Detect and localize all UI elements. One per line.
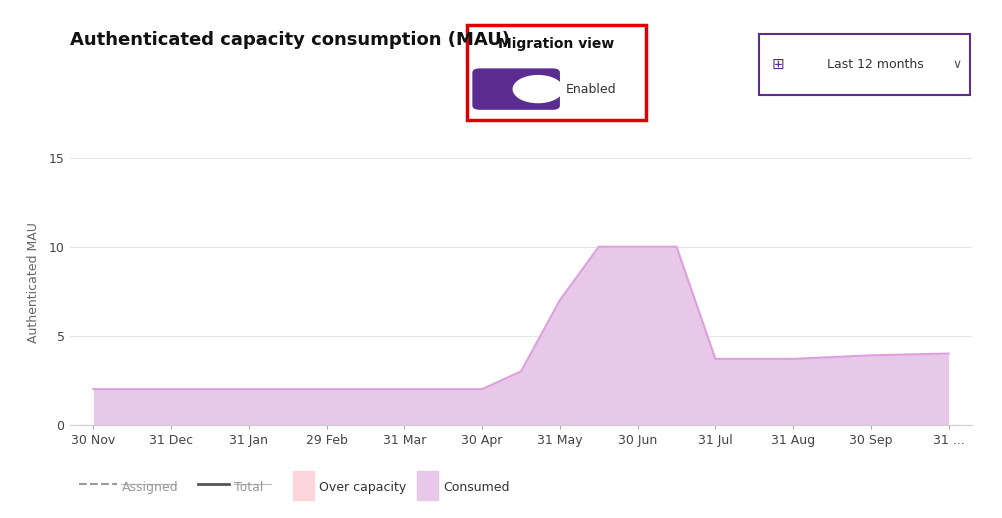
Text: Assigned: Assigned (121, 481, 178, 495)
Text: Migration view: Migration view (498, 36, 614, 51)
Text: Consumed: Consumed (443, 481, 510, 495)
Circle shape (513, 76, 563, 103)
FancyBboxPatch shape (467, 25, 645, 120)
Text: Authenticated capacity consumption (MAU): Authenticated capacity consumption (MAU) (70, 31, 510, 49)
FancyBboxPatch shape (472, 68, 560, 110)
Text: ⊞: ⊞ (772, 57, 785, 72)
Text: Last 12 months: Last 12 months (827, 58, 924, 71)
Bar (293, 471, 314, 500)
Text: Over capacity: Over capacity (320, 481, 407, 495)
Text: Total: Total (233, 481, 264, 495)
Text: ∨: ∨ (952, 58, 962, 71)
Text: Enabled: Enabled (565, 82, 616, 96)
FancyBboxPatch shape (759, 34, 970, 95)
Y-axis label: Authenticated MAU: Authenticated MAU (27, 222, 40, 343)
Bar (417, 471, 438, 500)
